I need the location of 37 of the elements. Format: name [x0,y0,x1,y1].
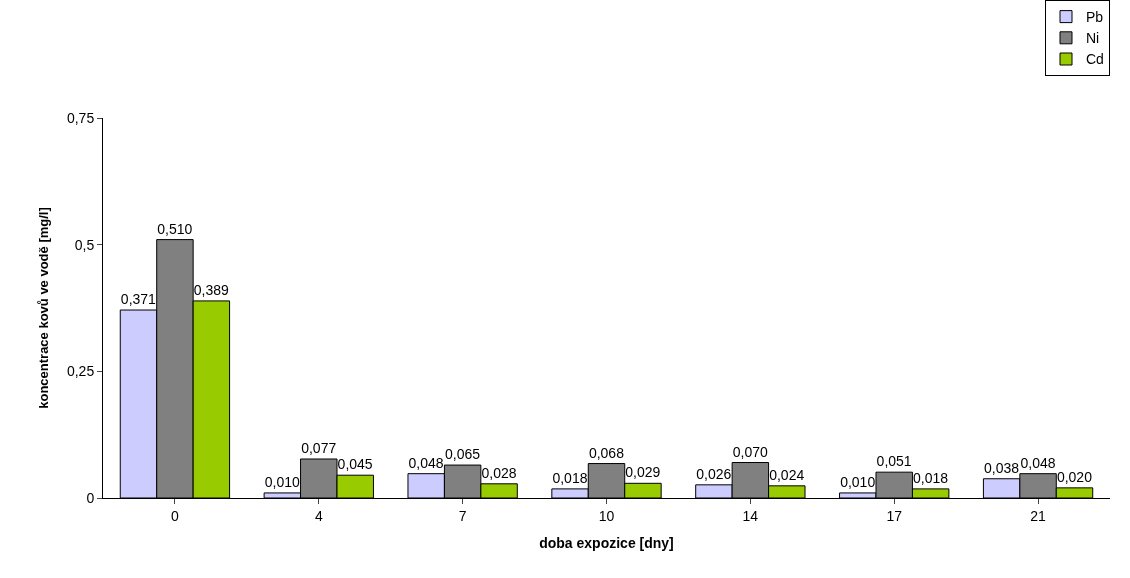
data-label: 0,038 [984,459,1020,476]
x-tick-label: 21 [1030,507,1047,524]
x-tick-label: 4 [314,507,323,524]
data-label: 0,068 [588,444,625,461]
x-tick-label: 14 [742,507,759,524]
data-label: 0,029 [625,464,661,481]
legend-label: Cd [1086,51,1104,68]
data-label: 0,077 [301,439,337,456]
data-label: 0,010 [264,473,300,490]
x-tick-label: 0 [171,507,180,524]
y-tick-label: 0 [86,489,95,506]
x-tick-label: 17 [886,507,903,524]
x-axis-title: doba expozice [dny] [539,535,674,552]
y-axis-title: koncentrace kovů ve vodě [mg/l] [35,207,51,409]
data-label: 0,510 [157,220,193,237]
data-label: 0,048 [1020,454,1056,471]
x-tick-label: 10 [598,507,615,524]
data-label: 0,024 [769,466,805,483]
y-tick-label: 0,25 [66,363,95,380]
x-tick-label: 7 [458,507,467,524]
data-label: 0,065 [445,446,481,463]
data-label: 0,045 [337,456,373,473]
data-label: 0,010 [840,473,876,490]
data-label: 0,048 [408,454,444,471]
data-label: 0,020 [1056,468,1093,485]
data-label: 0,070 [732,443,768,460]
data-label: 0,026 [696,465,732,482]
data-label: 0,051 [876,453,912,470]
y-tick-label: 0,75 [66,109,95,126]
legend-label: Pb [1086,9,1104,26]
data-label: 0,389 [193,281,229,298]
legend-label: Ni [1086,30,1100,47]
data-label: 0,018 [913,469,949,486]
data-label: 0,371 [120,291,157,308]
data-label: 0,018 [552,469,588,486]
y-tick-label: 0,5 [74,236,95,253]
data-label: 0,028 [481,464,517,481]
